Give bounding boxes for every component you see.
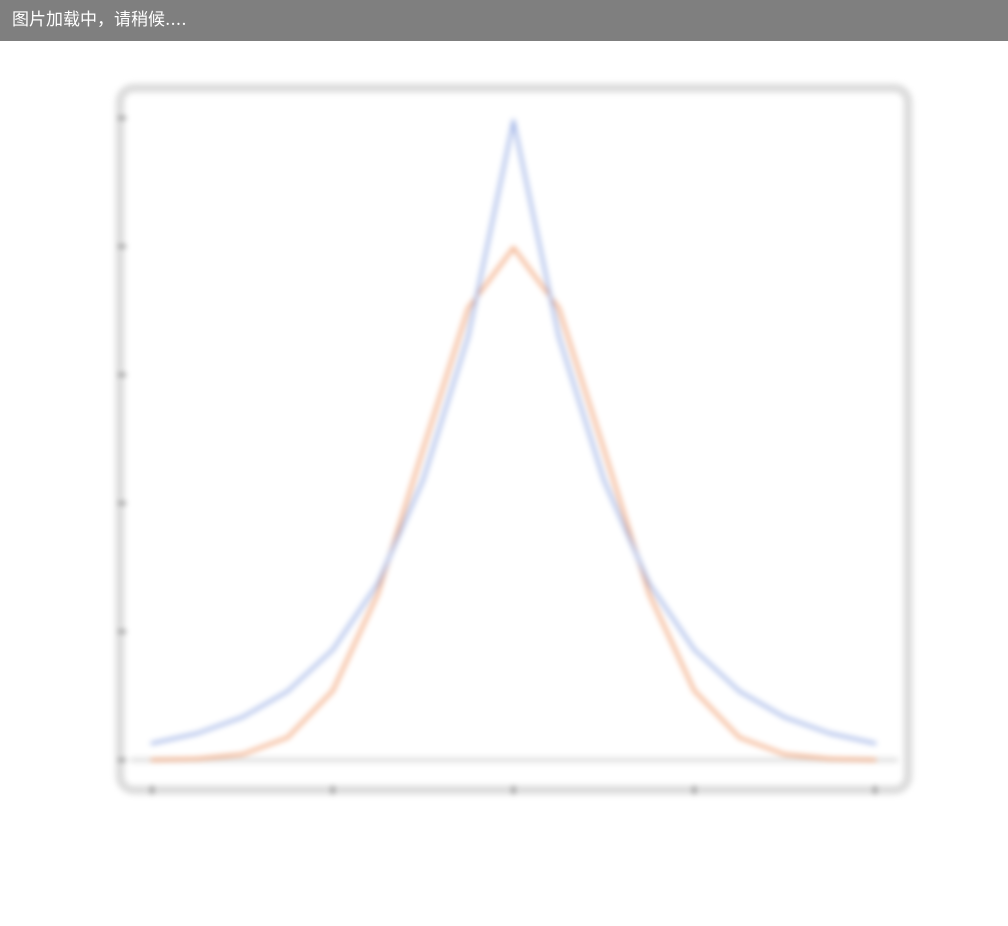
series-1-point	[692, 689, 696, 693]
series-2-point	[240, 715, 244, 719]
series-1-point	[828, 757, 832, 761]
series-2-point	[602, 478, 606, 482]
series-1-point	[466, 306, 470, 310]
series-2-point	[331, 648, 335, 652]
plot-area	[115, 83, 913, 795]
series-1-point	[240, 752, 244, 756]
axis-layer	[118, 116, 877, 794]
series-2-point	[466, 334, 470, 338]
series-2-point	[286, 689, 290, 693]
series-1-point	[737, 736, 741, 739]
series-1-point	[557, 306, 561, 310]
series-2-point	[421, 478, 425, 482]
series-2-point	[150, 741, 154, 745]
series-2-point	[512, 119, 515, 123]
series-1-point	[512, 246, 515, 250]
series-2-point	[647, 581, 651, 585]
series-1-point	[331, 689, 335, 693]
plot-frame	[115, 83, 913, 795]
series-1-point	[421, 447, 425, 451]
series-1-point	[783, 752, 787, 756]
series-1-point	[150, 758, 154, 762]
series-2-point	[783, 715, 787, 719]
series-2-point	[195, 731, 199, 735]
series-2-point	[828, 731, 832, 735]
series-2-point	[873, 741, 877, 745]
loading-banner: 图片加载中，请稍候....	[0, 0, 1008, 41]
series-1-point	[873, 758, 877, 762]
series-1-point	[195, 757, 199, 761]
series-1-point	[376, 592, 380, 596]
series-2-point	[692, 648, 696, 652]
series-2-point	[737, 689, 741, 693]
series-2-point	[376, 581, 380, 585]
series-2-point	[557, 334, 561, 338]
series-1-point	[647, 592, 651, 596]
series-1-point	[602, 447, 606, 451]
series-layer	[150, 119, 877, 762]
series-1-point	[286, 736, 290, 739]
